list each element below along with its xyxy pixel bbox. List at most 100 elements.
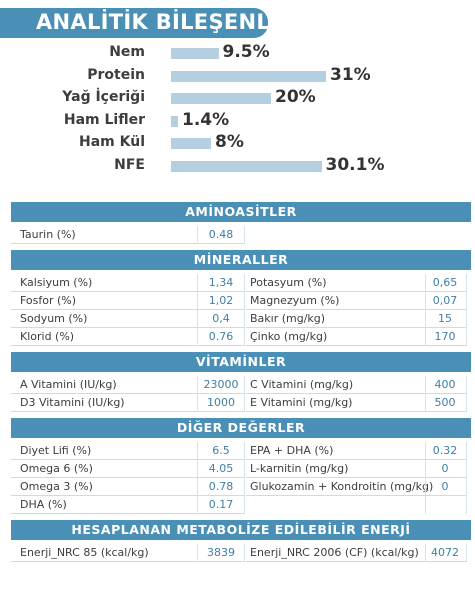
- row-label: Diyet Lifi (%): [20, 444, 92, 457]
- table-row: Kalsiyum (%) 1,34 Potasyum (%) 0,65: [11, 274, 471, 292]
- row-value: 23000: [203, 378, 239, 391]
- column-divider: [244, 226, 245, 244]
- row-value: 0: [441, 480, 449, 493]
- bar-row: Ham Kül 8%: [0, 132, 475, 155]
- header-banner: [0, 8, 268, 38]
- bar-row: Protein 31%: [0, 64, 475, 88]
- bar-value-label: 9.5%: [222, 42, 270, 62]
- bar-category-label: Protein: [87, 66, 145, 83]
- section-header: AMİNOASİTLER: [11, 202, 471, 222]
- row-value: 0,65: [432, 276, 458, 289]
- row-value: 0.48: [208, 228, 234, 241]
- row-divider: [11, 291, 244, 292]
- table-row: Fosfor (%) 1,02 Magnezyum (%) 0,07: [11, 292, 471, 310]
- row-divider: [246, 393, 466, 394]
- row-label: EPA + DHA (%): [250, 444, 334, 457]
- column-divider: [244, 544, 245, 562]
- bar-category-label: Yağ İçeriği: [62, 89, 145, 105]
- bar-value-label: 20%: [275, 87, 316, 107]
- row-value: 0.32: [432, 444, 458, 457]
- row-label: Çinko (mg/kg): [250, 330, 328, 343]
- row-divider: [246, 477, 466, 478]
- column-divider: [466, 544, 467, 562]
- row-value: 4072: [431, 546, 459, 559]
- row-divider: [246, 561, 466, 562]
- row-label: E Vitamini (mg/kg): [250, 396, 353, 409]
- column-divider: [466, 442, 467, 514]
- row-divider: [11, 345, 244, 346]
- table-row: Enerji_NRC 85 (kcal/kg) 3839 Enerji_NRC 20…: [11, 544, 471, 562]
- row-label: Kalsiyum (%): [20, 276, 93, 289]
- row-divider: [11, 393, 244, 394]
- column-divider: [197, 274, 198, 346]
- section-header: MİNERALLER: [11, 250, 471, 270]
- row-divider: [11, 477, 244, 478]
- bar-row: Ham Lifler 1.4%: [0, 110, 475, 133]
- row-value: 0,4: [212, 312, 230, 325]
- table-row: A Vitamini (IU/kg) 23000 C Vitamini (mg/kg…: [11, 376, 471, 394]
- row-label: Potasyum (%): [250, 276, 327, 289]
- row-divider: [11, 459, 244, 460]
- section-header: HESAPLANAN METABOLİZE EDİLEBİLİR ENERJİ: [11, 520, 471, 540]
- bar-row: NFE 30.1%: [0, 155, 475, 178]
- row-divider: [11, 513, 244, 514]
- row-label: Klorid (%): [20, 330, 75, 343]
- row-divider: [246, 495, 466, 496]
- row-value: 170: [434, 330, 456, 343]
- row-divider: [11, 327, 244, 328]
- row-label: Taurin (%): [20, 228, 76, 241]
- table-row: Sodyum (%) 0,4 Bakır (mg/kg) 15: [11, 310, 471, 328]
- column-divider: [244, 274, 245, 346]
- table-row: DHA (%) 0.17: [11, 496, 471, 514]
- section-header: VİTAMİNLER: [11, 352, 471, 372]
- column-divider: [197, 442, 198, 514]
- column-divider: [425, 376, 426, 412]
- column-divider: [466, 274, 467, 346]
- bar: [171, 115, 178, 127]
- row-label: Sodyum (%): [20, 312, 88, 325]
- table-row: Omega 6 (%) 4.05 L-karnitin (mg/kg) 0: [11, 460, 471, 478]
- row-label: Fosfor (%): [20, 294, 77, 307]
- column-divider: [244, 442, 245, 514]
- row-label: D3 Vitamini (IU/kg): [20, 396, 125, 409]
- row-divider: [11, 561, 244, 562]
- column-divider: [244, 376, 245, 412]
- row-divider: [11, 243, 244, 244]
- bar-value-label: 8%: [215, 132, 244, 152]
- bar: [171, 70, 326, 82]
- table-row: Omega 3 (%) 0.78 Glukozamin + Kondroitin (…: [11, 478, 471, 496]
- row-value: 3839: [207, 546, 235, 559]
- row-value: 500: [434, 396, 456, 409]
- row-value: 1,34: [208, 276, 234, 289]
- row-label: Glukozamin + Kondroitin (mg/kg): [250, 480, 434, 493]
- row-divider: [246, 291, 466, 292]
- row-label: DHA (%): [20, 498, 67, 511]
- row-value: 0.78: [208, 480, 234, 493]
- row-value: 0.17: [208, 498, 234, 511]
- row-value: 1,02: [208, 294, 234, 307]
- table-row: D3 Vitamini (IU/kg) 1000 E Vitamini (mg/kg…: [11, 394, 471, 412]
- row-divider: [11, 411, 244, 412]
- bar-row: Yağ İçeriği 20%: [0, 87, 475, 110]
- table-row: Klorid (%) 0.76 Çinko (mg/kg) 170: [11, 328, 471, 346]
- row-value: 0: [441, 462, 449, 475]
- bar: [171, 93, 271, 104]
- row-value: 1000: [207, 396, 235, 409]
- row-divider: [246, 345, 466, 346]
- bar-category-label: Ham Lifler: [63, 111, 145, 128]
- row-divider: [246, 327, 466, 328]
- row-divider: [11, 309, 244, 310]
- bar-value-label: 31%: [330, 64, 371, 85]
- column-divider: [197, 226, 198, 244]
- bar: [171, 160, 322, 172]
- row-divider: [246, 411, 466, 412]
- row-label: A Vitamini (IU/kg): [20, 378, 117, 391]
- row-value: 0,07: [432, 294, 458, 307]
- row-divider: [11, 495, 244, 496]
- bar-category-label: NFE: [114, 156, 145, 173]
- row-value: 6.5: [212, 444, 230, 457]
- column-divider: [197, 376, 198, 412]
- row-label: L-karnitin (mg/kg): [250, 462, 349, 475]
- bar: [171, 48, 219, 59]
- column-divider: [425, 442, 426, 514]
